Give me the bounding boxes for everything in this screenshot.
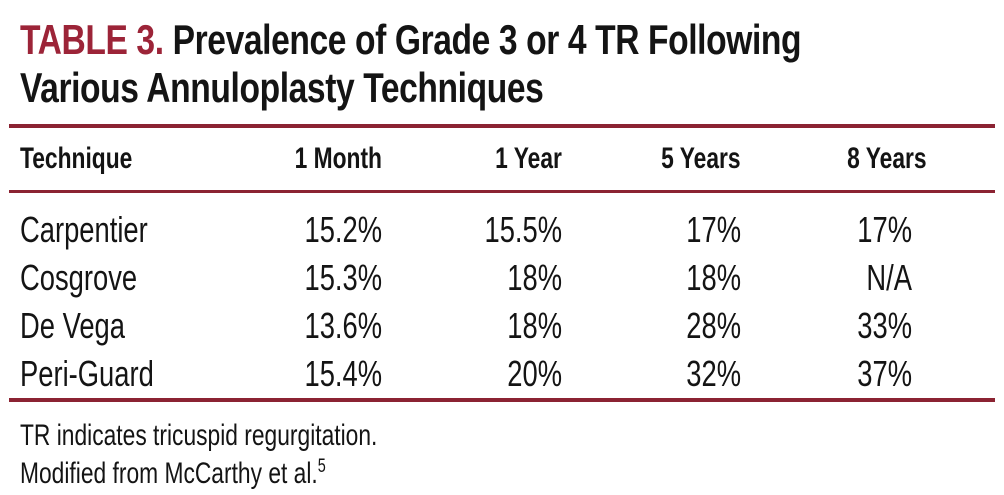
value-cell: 18%	[507, 305, 562, 346]
column-header-5-years: 5 Years	[562, 126, 741, 193]
table-header-row: Technique 1 Month 1 Year 5 Years 8 Years	[9, 126, 995, 193]
technique-cell: Carpentier	[20, 209, 148, 250]
value-cell: 17%	[686, 209, 741, 250]
value-cell: 15.4%	[304, 353, 382, 394]
value-cell: 15.2%	[304, 209, 382, 250]
table-title-text2: Various Annuloplasty Techniques	[20, 64, 544, 111]
table-row: Peri-Guard 15.4% 20% 32% 37%	[9, 350, 995, 400]
table-number-label: TABLE 3.	[20, 16, 164, 63]
table-row: De Vega 13.6% 18% 28% 33%	[9, 302, 995, 350]
table-body: Carpentier 15.2% 15.5% 17% 17% Cosgrove 15.3% 1…	[9, 192, 995, 401]
prevalence-table: Technique 1 Month 1 Year 5 Years 8 Years Car…	[9, 124, 995, 402]
table-footnotes: TR indicates tricuspid regurgitation. Mo…	[9, 417, 995, 493]
reference-superscript: 5	[317, 456, 326, 477]
table-row: Cosgrove 15.3% 18% 18% N/A	[9, 254, 995, 302]
value-cell: 33%	[857, 305, 912, 346]
table-title-line2: Various Annuloplasty Techniques	[20, 64, 995, 112]
column-header-1-month: 1 Month	[249, 126, 382, 193]
value-cell: 15.5%	[484, 209, 562, 250]
footnote-source: Modified from McCarthy et al.5	[20, 455, 995, 493]
table-title: TABLE 3. Prevalence of Grade 3 or 4 TR F…	[9, 16, 995, 112]
table-header: Technique 1 Month 1 Year 5 Years 8 Years	[9, 126, 995, 193]
value-cell: 32%	[686, 353, 741, 394]
column-header-8-years: 8 Years	[741, 126, 995, 193]
value-cell: 28%	[686, 305, 741, 346]
table-title-line1: TABLE 3. Prevalence of Grade 3 or 4 TR F…	[20, 16, 995, 64]
value-cell: N/A	[866, 257, 912, 298]
value-cell: 18%	[507, 257, 562, 298]
value-cell: 37%	[857, 353, 912, 394]
technique-cell: De Vega	[20, 305, 125, 346]
technique-cell: Cosgrove	[20, 257, 138, 298]
column-header-technique: Technique	[9, 126, 249, 193]
footnote-source-text: Modified from McCarthy et al.	[20, 457, 318, 490]
column-header-1-year: 1 Year	[382, 126, 562, 193]
table-title-text1: Prevalence of Grade 3 or 4 TR Following	[172, 16, 802, 63]
value-cell: 15.3%	[304, 257, 382, 298]
technique-cell: Peri-Guard	[20, 353, 154, 394]
value-cell: 20%	[507, 353, 562, 394]
value-cell: 13.6%	[304, 305, 382, 346]
footnote-abbreviation: TR indicates tricuspid regurgitation.	[20, 419, 378, 452]
value-cell: 18%	[686, 257, 741, 298]
table-row: Carpentier 15.2% 15.5% 17% 17%	[9, 192, 995, 255]
value-cell: 17%	[857, 209, 912, 250]
